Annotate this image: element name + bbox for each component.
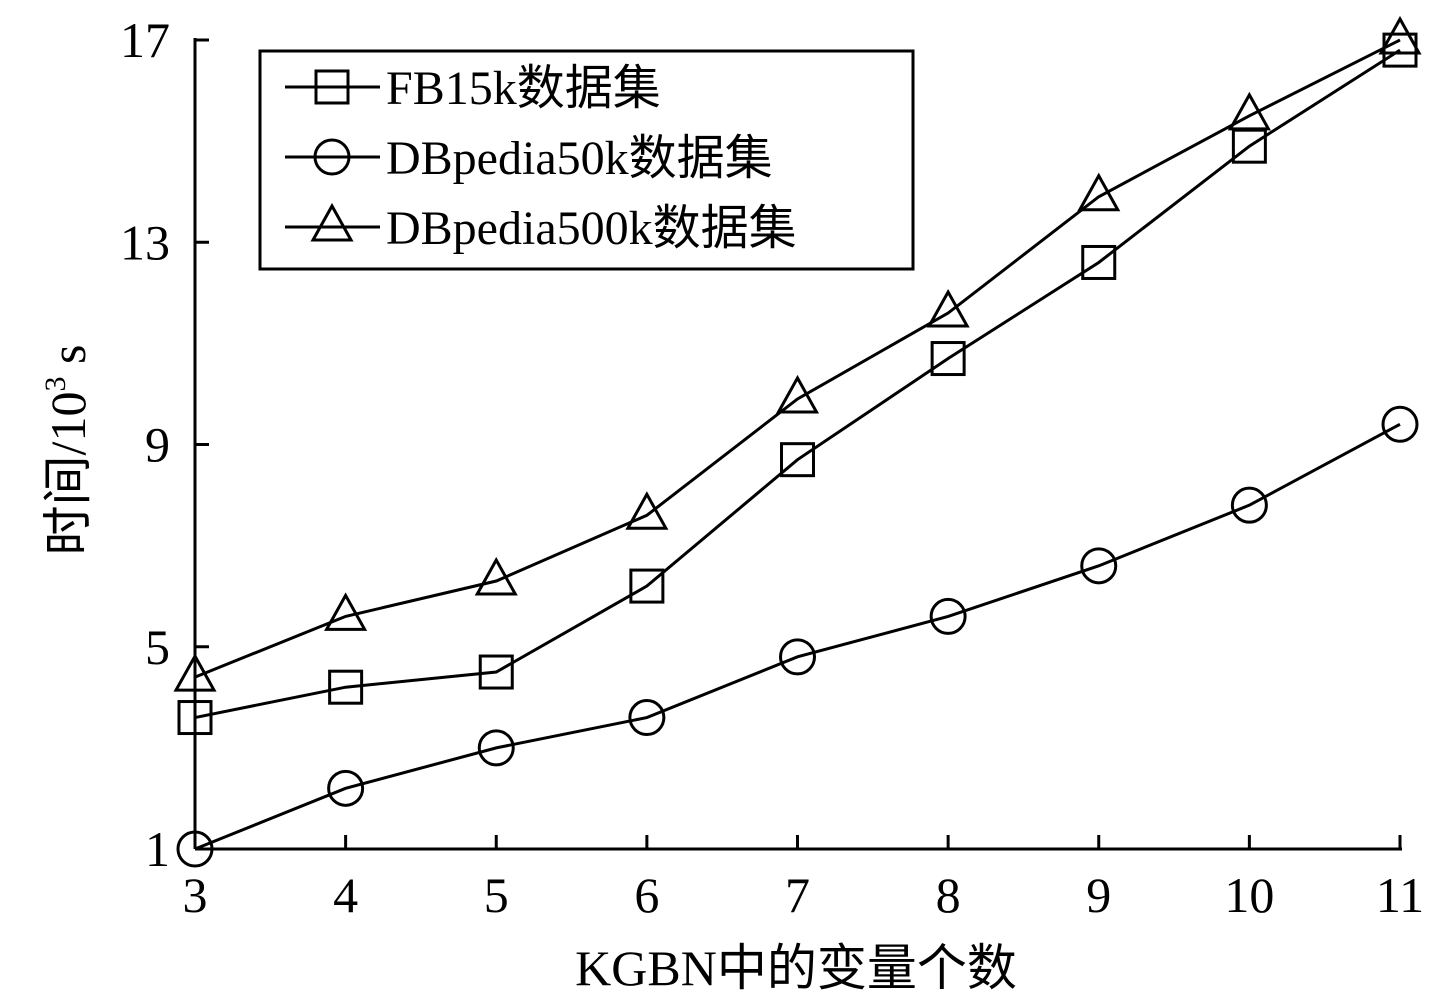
data-point-square (780, 442, 815, 478)
legend-marker-circle (313, 138, 351, 176)
data-point-square (478, 654, 514, 690)
y-tick-label: 17 (120, 12, 170, 68)
y-tick-label: 1 (145, 821, 170, 877)
data-point-triangle (1378, 15, 1422, 55)
data-point-square (629, 568, 665, 604)
legend-label: DBpedia50k数据集 (386, 132, 773, 185)
data-point-triangle (474, 556, 518, 596)
x-tick-label: 4 (333, 867, 358, 923)
y-tick-label: 13 (120, 214, 170, 270)
data-point-circle (779, 638, 816, 676)
data-point-triangle (1077, 172, 1121, 212)
y-axis-label-unit: s (40, 345, 96, 377)
data-point-triangle (1227, 91, 1271, 131)
plot-area (173, 15, 1422, 868)
data-point-square (930, 341, 966, 377)
data-point-circle (628, 699, 666, 737)
x-tick-label: 6 (634, 867, 659, 923)
series-circle (176, 405, 1419, 868)
data-point-square (177, 700, 213, 736)
series-line (194, 422, 1401, 851)
y-ticks: 1 5 9 13 17 (120, 12, 209, 877)
legend-label: FB15k数据集 (386, 62, 661, 115)
legend-item: DBpedia50k数据集 (285, 132, 773, 185)
legend-label: DBpedia500k数据集 (386, 202, 797, 255)
legend-marker-square (314, 69, 350, 105)
x-tick-label: 7 (785, 867, 810, 923)
x-ticks: 3 4 5 6 7 8 9 10 11 (183, 835, 1424, 923)
x-tick-label: 8 (936, 867, 961, 923)
x-tick-label: 9 (1086, 867, 1111, 923)
data-point-circle (929, 597, 967, 635)
data-point-triangle (625, 491, 669, 530)
data-point-circle (1080, 547, 1118, 585)
data-point-triangle (926, 288, 970, 328)
x-tick-label: 5 (484, 867, 509, 923)
y-axis-label-main: 时间/10 (40, 392, 96, 556)
data-point-circle (477, 729, 515, 767)
series-triangle (173, 15, 1422, 692)
legend-marker-triangle (310, 202, 354, 242)
series-line (194, 48, 1401, 720)
x-axis-label: KGBN中的变量个数 (575, 940, 1017, 996)
data-point-circle (176, 830, 214, 868)
data-point-square (328, 669, 364, 705)
data-point-triangle (775, 374, 820, 414)
series-line (194, 38, 1401, 679)
data-point-circle (1381, 405, 1419, 443)
data-point-triangle (324, 592, 368, 631)
data-point-circle (1230, 486, 1268, 524)
data-point-circle (327, 769, 365, 807)
legend-item: FB15k数据集 (285, 62, 661, 115)
x-tick-label: 3 (183, 867, 208, 923)
x-tick-label: 10 (1224, 867, 1274, 923)
legend: FB15k数据集 DBpedia50k数据集 DBpedia500k数据集 (258, 49, 915, 271)
legend-item: DBpedia500k数据集 (285, 202, 797, 255)
y-axis-label: 时间/103 s (39, 345, 96, 556)
y-axis-label-superscript: 3 (39, 377, 72, 392)
data-point-triangle (173, 653, 217, 692)
y-tick-label: 5 (145, 619, 170, 675)
y-tick-label: 9 (145, 417, 170, 473)
x-tick-label: 11 (1376, 867, 1424, 923)
data-point-square (1081, 244, 1117, 280)
